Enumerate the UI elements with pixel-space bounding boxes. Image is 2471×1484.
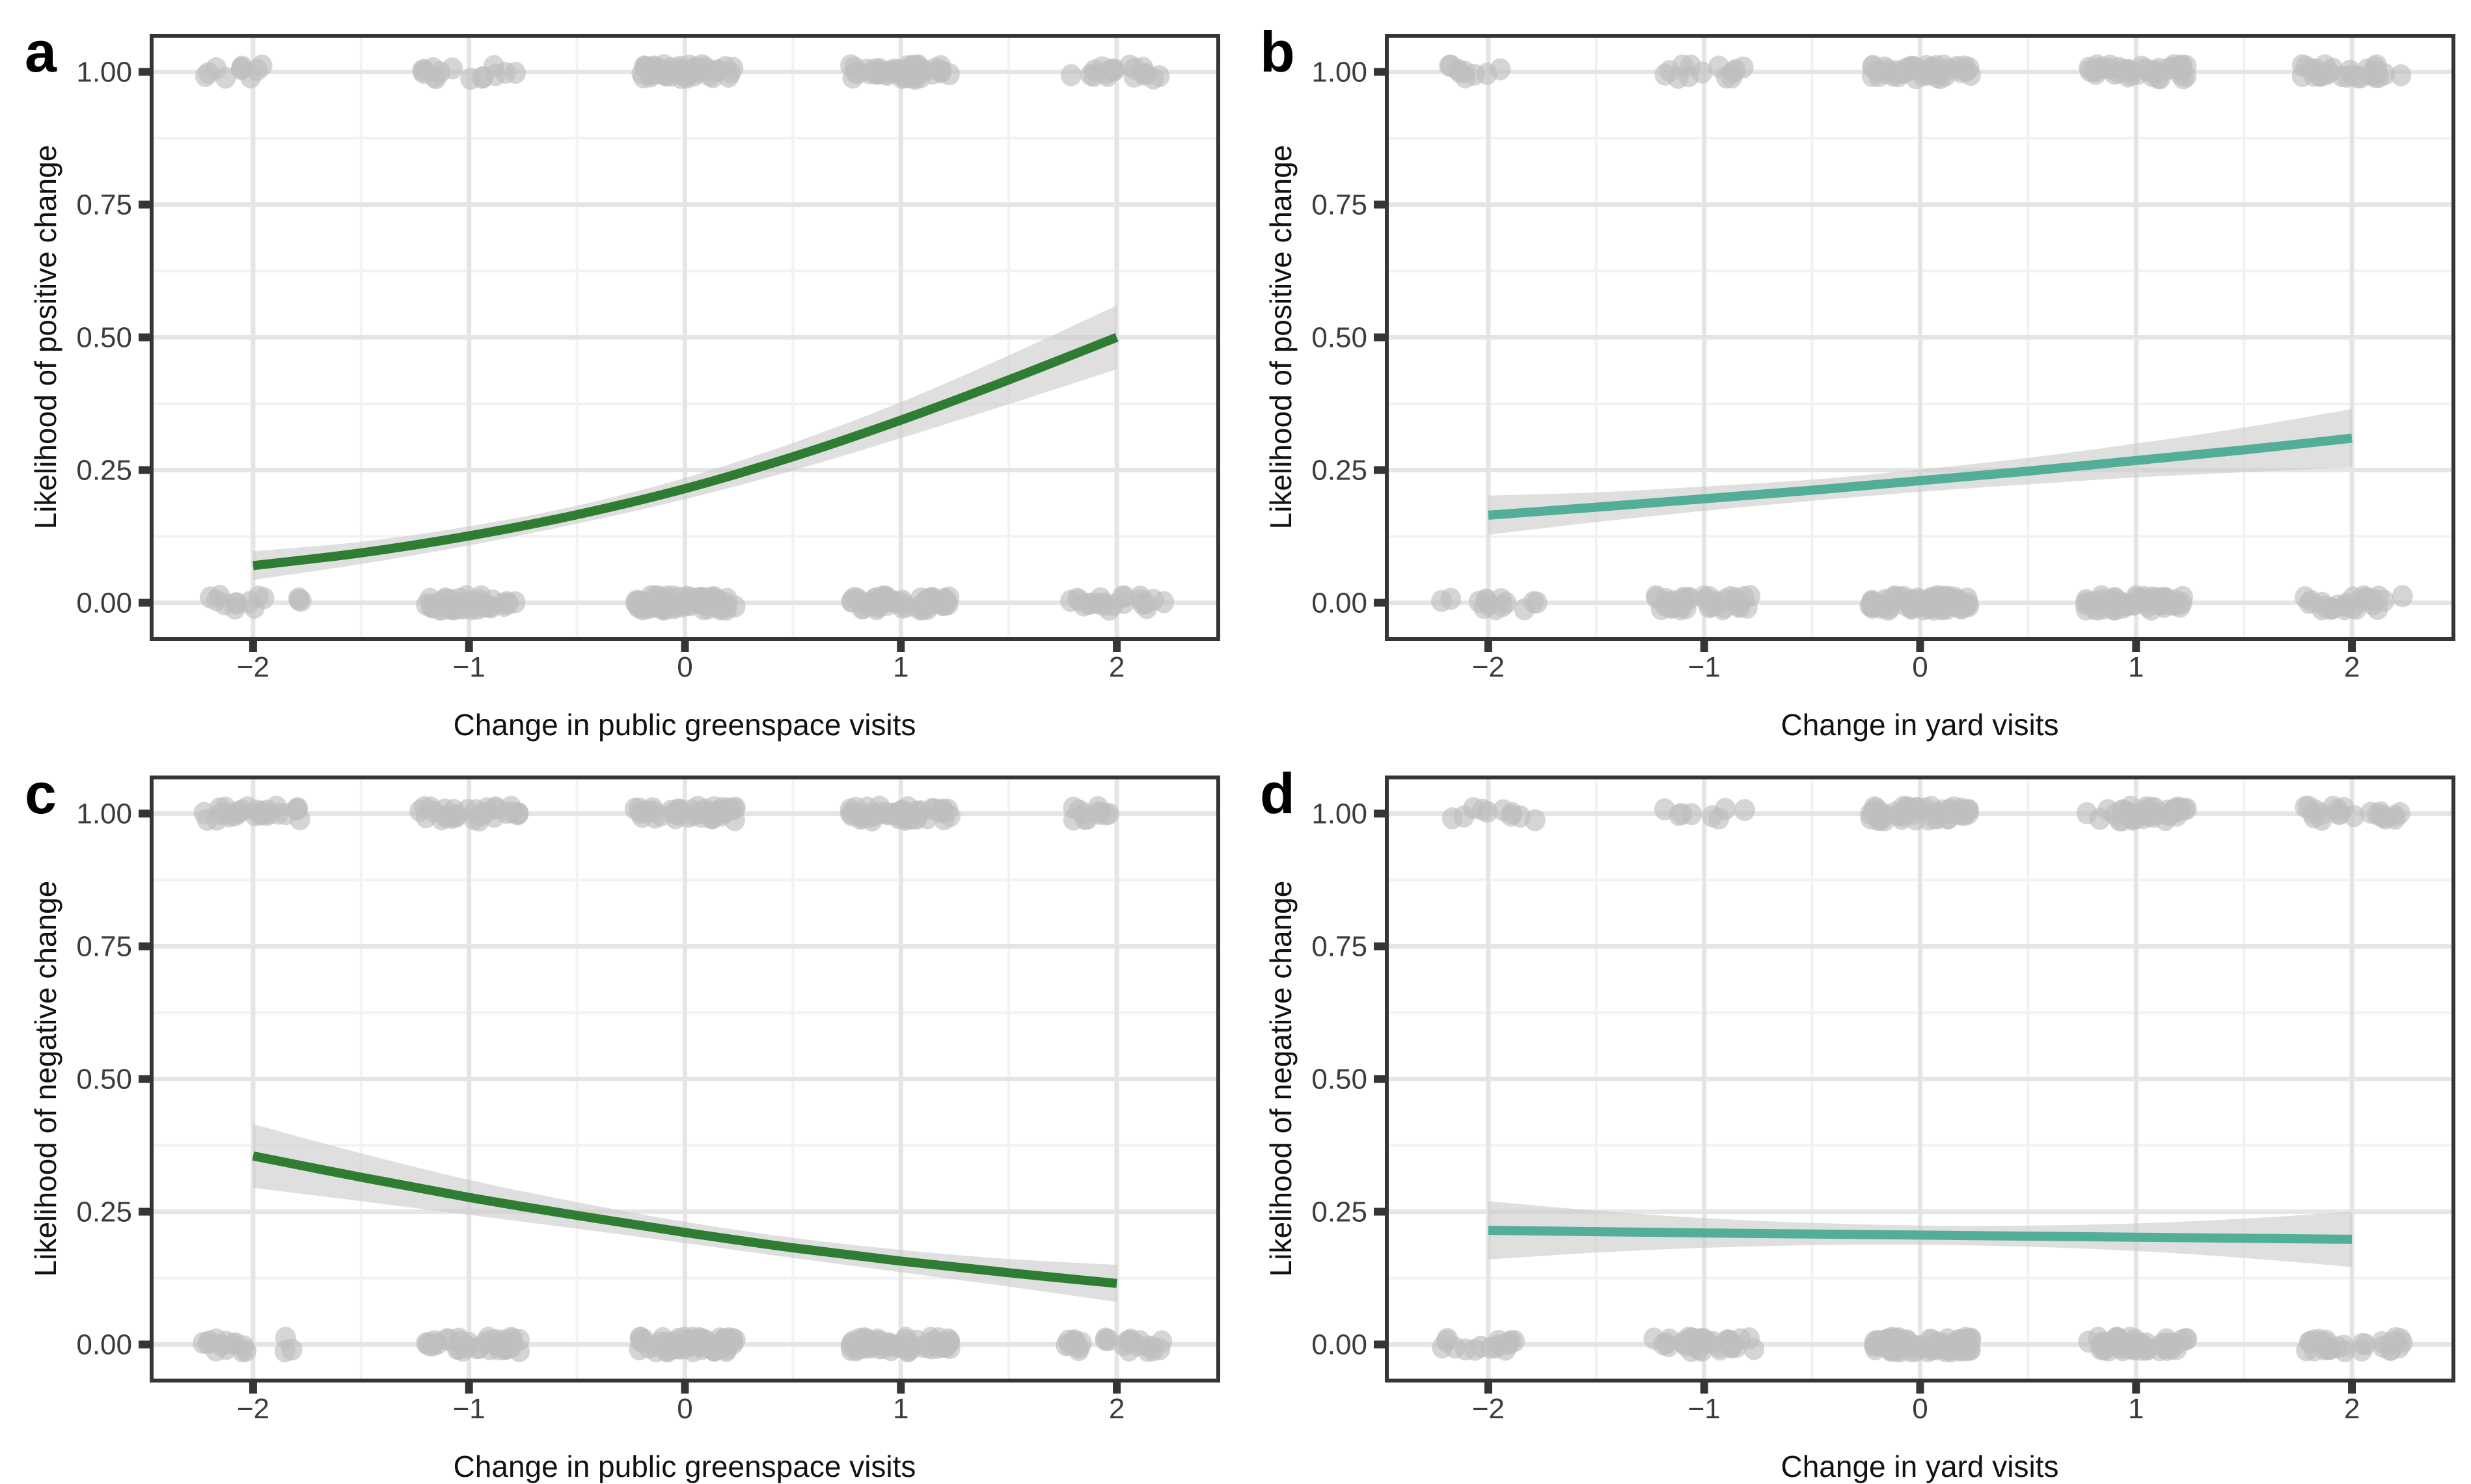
y-tick-labels: 0.00 0.25 0.50 0.75 1.00 — [76, 57, 132, 619]
y-tick-labels: 0.00 0.25 0.50 0.75 1.00 — [1311, 798, 1367, 1361]
y-tick-labels: 0.00 0.25 0.50 0.75 1.00 — [1311, 57, 1367, 619]
x-axis-title-d: Change in yard visits — [1781, 1450, 2059, 1483]
panel-label-c: c — [25, 761, 57, 826]
jitter-points — [195, 54, 1175, 621]
fit-line — [252, 1151, 1117, 1288]
y-axis-title-b: Likelihood of positive change — [1264, 144, 1298, 530]
svg-text:2: 2 — [1109, 1393, 1125, 1425]
svg-text:1: 1 — [2128, 651, 2144, 683]
x-axis-title-b: Change in yard visits — [1781, 708, 2059, 742]
jitter-points — [1432, 796, 2413, 1362]
svg-text:1.00: 1.00 — [1311, 57, 1367, 88]
fit-line — [253, 332, 1119, 571]
svg-text:−1: −1 — [453, 651, 485, 683]
svg-text:−1: −1 — [453, 1393, 485, 1425]
svg-text:0.00: 0.00 — [76, 587, 132, 619]
svg-text:0.75: 0.75 — [1311, 931, 1367, 963]
panel-label-a: a — [25, 20, 57, 84]
grid-major — [152, 777, 1218, 1381]
svg-text:1.00: 1.00 — [76, 798, 132, 830]
svg-text:−1: −1 — [1688, 651, 1721, 683]
svg-text:0.00: 0.00 — [76, 1329, 132, 1361]
svg-text:0.50: 0.50 — [76, 322, 132, 354]
x-axis-title-c: Change in public greenspace visits — [453, 1450, 916, 1483]
svg-text:0: 0 — [677, 651, 692, 683]
panel-background — [0, 742, 1235, 1483]
y-axis-title-d: Likelihood of negative change — [1264, 880, 1298, 1277]
svg-text:0.25: 0.25 — [1311, 455, 1367, 487]
svg-text:−2: −2 — [237, 1393, 269, 1425]
svg-text:0.50: 0.50 — [1311, 1064, 1367, 1096]
svg-text:0: 0 — [677, 1393, 692, 1425]
panel-c: −2 −1 0 1 2 0.00 0.25 0.50 0.75 1.00 c Likelihood… — [0, 742, 1235, 1484]
svg-text:0.50: 0.50 — [1311, 322, 1367, 354]
axis-ticks — [139, 809, 1121, 1394]
svg-text:0: 0 — [1912, 651, 1928, 683]
svg-text:−2: −2 — [1472, 1393, 1505, 1425]
svg-text:−2: −2 — [1472, 651, 1505, 683]
axis-ticks — [1374, 809, 2356, 1394]
x-tick-labels: −2 −1 0 1 2 — [237, 1393, 1125, 1425]
svg-text:1.00: 1.00 — [76, 57, 132, 88]
panel-background — [1235, 742, 2470, 1483]
jitter-points — [1431, 54, 2413, 621]
svg-text:2: 2 — [1109, 651, 1125, 683]
svg-text:0.25: 0.25 — [1311, 1196, 1367, 1228]
y-axis-title-a: Likelihood of positive change — [29, 144, 62, 530]
svg-text:0.75: 0.75 — [76, 189, 132, 221]
svg-text:1: 1 — [893, 651, 908, 683]
x-tick-labels: −2 −1 0 1 2 — [1472, 651, 2360, 683]
svg-text:0.75: 0.75 — [1311, 189, 1367, 221]
fit-line — [1488, 1226, 2353, 1244]
x-tick-labels: −2 −1 0 1 2 — [1472, 1393, 2360, 1425]
panel-b: −2 −1 0 1 2 0.00 0.25 0.50 0.75 1.00 b Likelihood… — [1235, 0, 2471, 742]
panel-label-d: d — [1260, 761, 1295, 826]
svg-text:0.75: 0.75 — [76, 931, 132, 963]
plot-area-c: −2 −1 0 1 2 0.00 0.25 0.50 0.75 1.00 — [0, 742, 1235, 1483]
x-axis-title-a: Change in public greenspace visits — [453, 708, 916, 742]
svg-text:1: 1 — [2128, 1393, 2144, 1425]
plot-area-a: −2 −1 0 1 2 0.00 0.25 0.50 0.75 1.00 — [0, 0, 1235, 742]
x-tick-labels: −2 −1 0 1 2 — [237, 651, 1125, 683]
svg-text:2: 2 — [2344, 1393, 2360, 1425]
panel-d: −2 −1 0 1 2 0.00 0.25 0.50 0.75 1.00 d Likelihood… — [1235, 742, 2471, 1484]
svg-text:0.00: 0.00 — [1311, 587, 1367, 619]
svg-text:1: 1 — [893, 1393, 908, 1425]
axis-ticks — [1374, 68, 2356, 652]
svg-text:0.25: 0.25 — [76, 1196, 132, 1228]
jitter-points — [193, 795, 1173, 1362]
y-tick-labels: 0.00 0.25 0.50 0.75 1.00 — [76, 798, 132, 1361]
svg-text:0: 0 — [1912, 1393, 1928, 1425]
svg-text:2: 2 — [2344, 651, 2360, 683]
axis-ticks — [139, 68, 1121, 652]
panel-a: −2 −1 0 1 2 0.00 0.25 0.50 0.75 1.00 a Likelihood… — [0, 0, 1235, 742]
panel-background — [1235, 0, 2470, 742]
svg-text:−2: −2 — [237, 651, 269, 683]
confidence-ribbon — [1488, 409, 2353, 535]
plot-area-d: −2 −1 0 1 2 0.00 0.25 0.50 0.75 1.00 — [1235, 742, 2470, 1483]
svg-text:0.00: 0.00 — [1311, 1329, 1367, 1361]
svg-text:1.00: 1.00 — [1311, 798, 1367, 830]
svg-text:0.50: 0.50 — [76, 1064, 132, 1096]
fit-line — [1488, 433, 2353, 520]
svg-text:0.25: 0.25 — [76, 455, 132, 487]
y-axis-title-c: Likelihood of negative change — [29, 880, 62, 1277]
panel-label-b: b — [1260, 20, 1295, 84]
svg-text:−1: −1 — [1688, 1393, 1721, 1425]
plot-area-b: −2 −1 0 1 2 0.00 0.25 0.50 0.75 1.00 — [1235, 0, 2470, 742]
